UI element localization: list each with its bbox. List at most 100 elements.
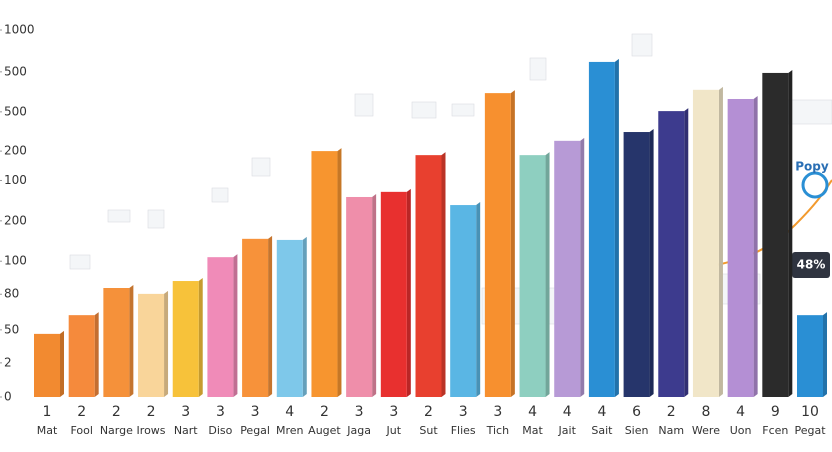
x-tick-label: Were xyxy=(692,424,720,437)
x-tick-label: Jaga xyxy=(346,424,371,437)
x-tick-label: Tich xyxy=(486,424,509,437)
note-card xyxy=(147,209,165,229)
y-tick-label: 500 xyxy=(4,104,27,118)
bar-side xyxy=(476,202,481,397)
annotation: Popy xyxy=(795,160,829,174)
x-tick-label: Fcen xyxy=(762,424,788,437)
x-tick-label: Mat xyxy=(522,424,543,437)
bar xyxy=(380,191,407,397)
badge xyxy=(792,252,830,278)
legend-card xyxy=(787,99,832,125)
bar xyxy=(172,281,199,397)
ring-icon xyxy=(801,171,829,199)
x-tick-number: 4 xyxy=(563,404,572,420)
x-tick-number: 10 xyxy=(801,404,819,420)
x-tick-label: Mat xyxy=(37,424,58,437)
note-card xyxy=(251,157,271,177)
bar-side xyxy=(164,290,169,397)
annotation: 48% xyxy=(797,258,826,272)
x-tick-label: Jut xyxy=(386,424,402,437)
x-tick-number: 4 xyxy=(597,404,606,420)
x-tick-label: Sut xyxy=(419,424,438,437)
bar-side xyxy=(753,95,758,397)
x-tick-label: Jait xyxy=(558,424,577,437)
bar xyxy=(484,93,511,398)
y-tick-label: 1000 xyxy=(4,23,35,37)
x-tick-label: Narge xyxy=(100,424,133,437)
note-card xyxy=(69,254,91,270)
x-tick-label: Irows xyxy=(137,424,166,437)
bar-side xyxy=(441,152,446,397)
bar xyxy=(450,205,477,397)
bar-side xyxy=(580,137,585,398)
x-tick-number: 4 xyxy=(736,404,745,420)
x-tick-number: 2 xyxy=(667,404,676,420)
note-card xyxy=(211,187,229,203)
bar xyxy=(207,257,234,397)
x-tick-number: 1 xyxy=(43,404,52,420)
bar-side xyxy=(198,278,203,397)
bar xyxy=(623,132,650,397)
note-card xyxy=(107,209,131,223)
y-tick-label: 50 xyxy=(4,322,19,336)
x-tick-label: Nam xyxy=(658,424,684,437)
note-card xyxy=(451,103,475,117)
x-tick-number: 9 xyxy=(771,404,780,420)
bar-side xyxy=(649,129,654,397)
x-tick-label: Uon xyxy=(730,424,752,437)
bar xyxy=(346,196,373,397)
x-tick-number: 4 xyxy=(528,404,537,420)
y-tick-label: 200 xyxy=(4,213,27,227)
y-tick-label: 100 xyxy=(4,173,27,187)
bar-side xyxy=(823,312,827,397)
bar-side xyxy=(268,235,273,397)
x-tick-number: 3 xyxy=(459,404,468,420)
x-tick-label: Fool xyxy=(70,424,92,437)
x-tick-number: 3 xyxy=(355,404,364,420)
x-tick-number: 2 xyxy=(320,404,329,420)
bar xyxy=(103,288,130,397)
y-tick-label: 80 xyxy=(4,287,19,301)
y-tick-label: 2 xyxy=(4,355,12,369)
x-tick-number: 2 xyxy=(112,404,121,420)
x-tick-number: 6 xyxy=(632,404,641,420)
bar xyxy=(762,72,789,398)
x-tick-number: 4 xyxy=(285,404,294,420)
bar xyxy=(138,293,165,397)
bar xyxy=(276,239,303,397)
bar-side xyxy=(129,285,134,397)
x-tick-number: 3 xyxy=(251,404,260,420)
note-card xyxy=(411,101,437,119)
x-tick-number: 3 xyxy=(493,404,502,420)
x-tick-label: Diso xyxy=(208,424,232,437)
y-tick-label: 500 xyxy=(4,64,27,78)
bar-side xyxy=(94,312,99,397)
x-tick-number: 3 xyxy=(181,404,190,420)
bar-side xyxy=(372,193,377,397)
y-tick-label: 100 xyxy=(4,254,27,268)
bar xyxy=(727,98,754,397)
bar-side xyxy=(302,236,307,397)
y-tick-label: 0 xyxy=(4,390,12,404)
x-tick-number: 3 xyxy=(216,404,225,420)
bar xyxy=(311,151,338,397)
x-tick-label: Sait xyxy=(591,424,613,437)
bar-side xyxy=(406,188,411,397)
bar-side xyxy=(510,90,515,398)
x-tick-label: Pegal xyxy=(240,424,270,437)
bar xyxy=(692,89,719,398)
x-tick-label: Mren xyxy=(276,424,304,437)
bar xyxy=(588,61,615,397)
bar xyxy=(658,111,685,398)
note-card xyxy=(529,57,547,81)
note-card xyxy=(631,33,653,57)
y-tick-label: 200 xyxy=(4,144,27,158)
bar-side xyxy=(545,152,550,397)
x-tick-number: 2 xyxy=(424,404,433,420)
bar-side xyxy=(614,58,619,397)
x-tick-label: Auget xyxy=(308,424,341,437)
bar xyxy=(519,155,546,397)
x-tick-label: Nart xyxy=(174,424,198,437)
bar xyxy=(797,315,823,397)
